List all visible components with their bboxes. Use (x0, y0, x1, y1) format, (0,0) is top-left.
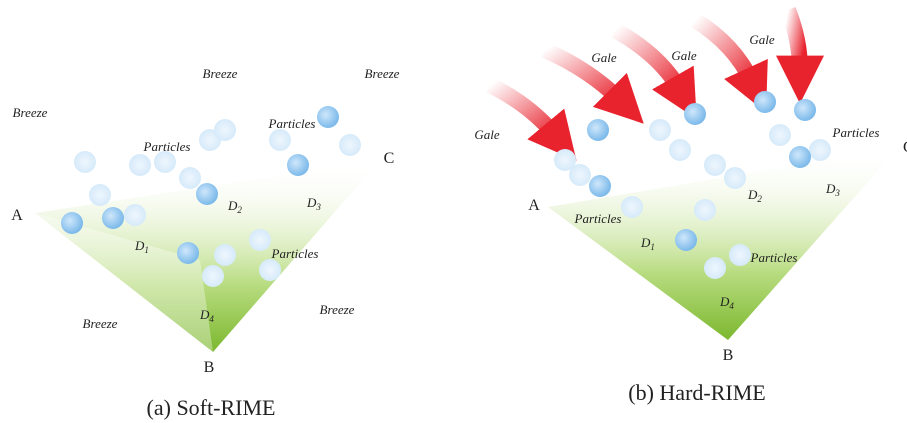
particle (339, 134, 361, 156)
particle (569, 164, 591, 186)
particle (269, 129, 291, 151)
panel-hard: Gale Gale Gale Gale Particles Particles … (474, 10, 907, 405)
wind-label: Breeze (320, 302, 355, 317)
figure: Breeze Breeze Breeze Breeze Breeze Parti… (0, 0, 907, 423)
wind-label: Gale (671, 48, 697, 63)
caption: (a) Soft-RIME (147, 395, 276, 420)
particle (287, 154, 309, 176)
particle (202, 265, 224, 287)
particle (675, 229, 697, 251)
caption: (b) Hard-RIME (628, 380, 765, 405)
particle (704, 154, 726, 176)
particle (809, 139, 831, 161)
particle (729, 244, 751, 266)
particle (769, 124, 791, 146)
particles-label: Particles (574, 211, 622, 226)
arrows (490, 10, 800, 135)
particle (214, 119, 236, 141)
particle (179, 167, 201, 189)
wind-label: Gale (749, 32, 775, 47)
vertex: C (384, 150, 395, 167)
particle (694, 199, 716, 221)
particle (684, 103, 706, 125)
particle (587, 119, 609, 141)
particle (704, 257, 726, 279)
particles-label: Particles (143, 139, 191, 154)
particle (102, 207, 124, 229)
vertex: A (11, 207, 23, 224)
particles-label: Particles (268, 116, 316, 131)
wind-label: Gale (474, 127, 500, 142)
vertex: B (204, 359, 215, 376)
wind-arrow (788, 10, 800, 70)
vertex: A (528, 197, 540, 214)
particle (621, 196, 643, 218)
particle (61, 212, 83, 234)
particle (196, 183, 218, 205)
particles-label: Particles (271, 246, 319, 261)
particle (649, 119, 671, 141)
wind-label: Breeze (365, 66, 400, 81)
particle (129, 154, 151, 176)
particle (724, 167, 746, 189)
particles-label: Particles (832, 125, 880, 140)
particle (789, 146, 811, 168)
wind-arrow (615, 30, 680, 90)
wind-arrow (490, 85, 555, 135)
particle (177, 242, 199, 264)
wind-label: Breeze (203, 66, 238, 81)
wind-label: Gale (591, 50, 617, 65)
wind-arrow (695, 20, 752, 82)
vertex: B (723, 347, 734, 364)
particle (124, 204, 146, 226)
panel-soft: Breeze Breeze Breeze Breeze Breeze Parti… (11, 66, 399, 420)
particle (794, 99, 816, 121)
wind-label: Breeze (83, 316, 118, 331)
particle (259, 259, 281, 281)
particle (669, 139, 691, 161)
particle (214, 244, 236, 266)
particles-label: Particles (750, 250, 798, 265)
particle (317, 106, 339, 128)
wind-label: Breeze (13, 105, 48, 120)
particle (589, 175, 611, 197)
particle (74, 151, 96, 173)
particle (249, 229, 271, 251)
vertex: C (903, 139, 907, 156)
particle (154, 151, 176, 173)
particle (89, 184, 111, 206)
particle (754, 91, 776, 113)
